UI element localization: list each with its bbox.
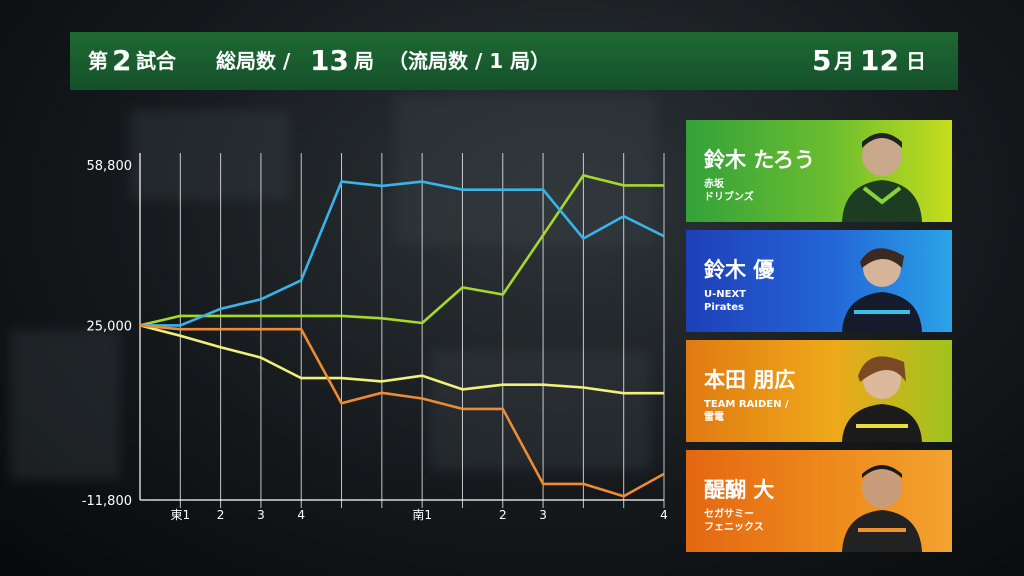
hands-prefix: 総局数 / <box>216 49 291 73</box>
player-team-line: 赤坂 <box>704 179 724 190</box>
player-team: TEAM RAIDEN / 雷電 <box>704 398 824 424</box>
game-suffix: 試合 <box>136 49 176 73</box>
player-name: 鈴木 優 <box>704 258 775 282</box>
game-prefix: 第 <box>88 49 108 73</box>
y-tick-label: 25,000 <box>87 319 133 334</box>
x-tick-label: 2 <box>499 508 507 522</box>
player-name: 醍醐 大 <box>704 478 775 502</box>
y-tick-label: -11,800 <box>82 494 132 509</box>
series-line-3 <box>139 324 664 395</box>
player-team: セガサミー フェニックス <box>704 508 824 534</box>
background-shape <box>395 95 655 245</box>
y-tick-label: 58,800 <box>87 159 133 174</box>
player-photo <box>842 356 922 442</box>
background-shape <box>130 110 290 200</box>
date-month: 月 <box>834 49 854 73</box>
date-day: 日 <box>906 49 926 73</box>
player-team-line: 雷電 <box>704 412 724 423</box>
player-team-line: ドリブンズ <box>704 192 754 203</box>
player-card-suzuki-tarou: 鈴木 たろう 赤坂 ドリブンズ <box>686 120 952 222</box>
x-tick-label: 東1 <box>170 508 190 522</box>
draws-text: （流局数 / 1 局） <box>388 49 551 73</box>
x-tick-label: 南1 <box>412 507 432 522</box>
player-team-line: TEAM RAIDEN / <box>704 399 789 410</box>
player-card-suzuki-yu: 鈴木 優 U-NEXT Pirates <box>686 230 952 332</box>
series-line-4 <box>139 324 665 498</box>
player-team: 赤坂 ドリブンズ <box>704 178 824 204</box>
x-tick-label: 3 <box>257 508 265 522</box>
x-tick-label: 4 <box>297 508 305 522</box>
header-bar: 第 2 試合 総局数 / 13 局 （流局数 / 1 局） 5 月 12 日 <box>70 32 958 90</box>
player-card-honda-tomohiro: 本田 朋広 TEAM RAIDEN / 雷電 <box>686 340 952 442</box>
player-team-line: Pirates <box>704 302 744 313</box>
hands-suffix: 局 <box>354 49 374 73</box>
x-tick-label: 3 <box>539 508 547 522</box>
x-tick-label: 4 <box>660 508 668 522</box>
series-line-2 <box>140 180 665 327</box>
player-name: 本田 朋広 <box>704 368 796 392</box>
player-team: U-NEXT Pirates <box>704 288 824 314</box>
player-name: 鈴木 たろう <box>704 148 816 172</box>
series-line-1 <box>139 174 664 327</box>
game-number: 2 <box>112 44 132 77</box>
hands-number: 13 <box>310 44 349 77</box>
player-team-line: セガサミー <box>704 509 754 520</box>
player-team-line: フェニックス <box>704 522 764 533</box>
player-team-line: U-NEXT <box>704 289 747 300</box>
date-month-number: 5 <box>812 44 832 77</box>
player-card-daigo-dai: 醍醐 大 セガサミー フェニックス <box>686 450 952 552</box>
date-day-number: 12 <box>860 44 899 77</box>
player-photo <box>842 248 922 332</box>
background-shape <box>10 330 120 480</box>
x-tick-label: 2 <box>217 508 225 522</box>
player-photo <box>842 133 922 222</box>
player-photo <box>842 465 922 552</box>
